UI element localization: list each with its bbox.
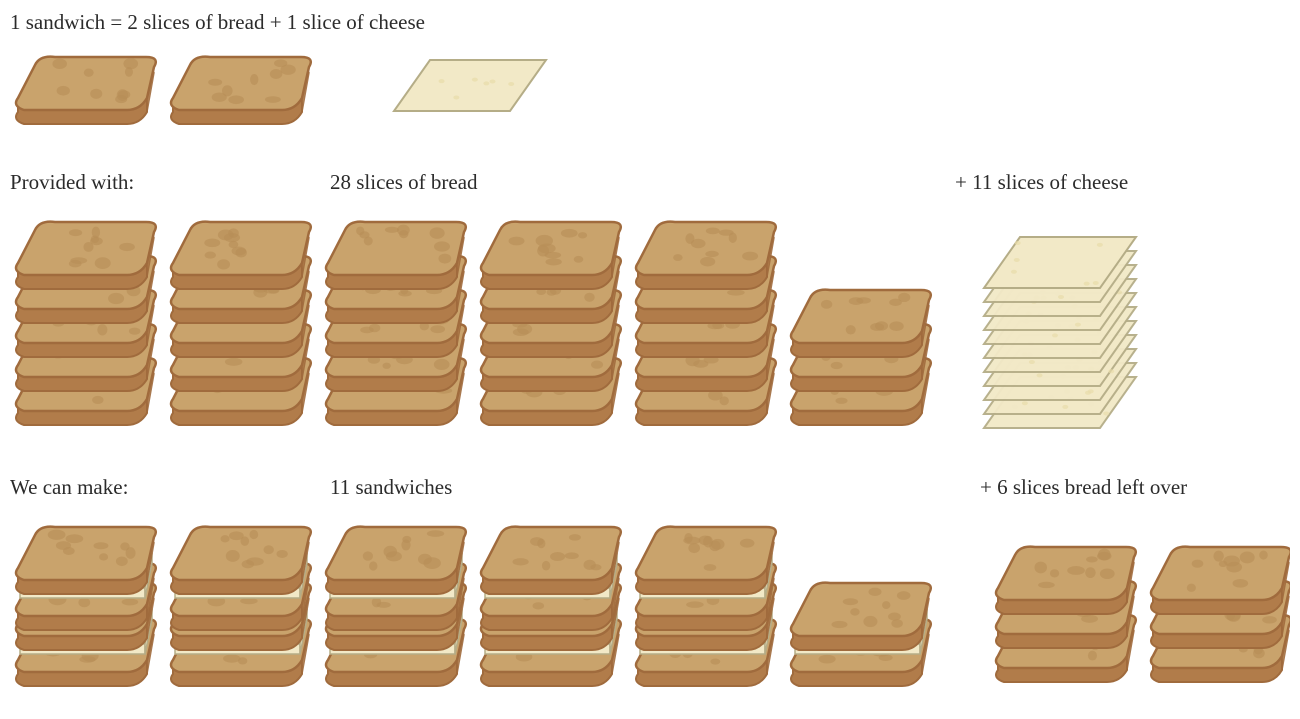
bread-stack <box>791 290 931 425</box>
sandwich-stack <box>636 527 776 686</box>
bread-stack <box>171 222 311 425</box>
provided-cheese-label: + 11 slices of cheese <box>955 170 1128 195</box>
section-equation: 1 sandwich = 2 slices of bread + 1 slice… <box>10 10 1290 140</box>
sandwich-stack <box>326 527 466 686</box>
equation-graphics <box>10 50 610 140</box>
result-left-label: We can make: <box>10 475 128 500</box>
result-labels: We can make: 11 sandwiches + 6 slices brea… <box>10 475 1290 505</box>
bread-stack <box>636 222 776 425</box>
bread-stack <box>16 222 156 425</box>
provided-labels: Provided with: 28 slices of bread + 11 sli… <box>10 170 1290 200</box>
provided-graphics <box>10 215 1290 445</box>
sandwich-stack <box>791 583 931 686</box>
result-leftover-label: + 6 slices bread left over <box>980 475 1187 500</box>
equation-text-row: 1 sandwich = 2 slices of bread + 1 slice… <box>10 10 1290 35</box>
cheese-slice <box>394 60 546 111</box>
bread-stack <box>326 222 466 425</box>
provided-left-label: Provided with: <box>10 170 134 195</box>
leftover-bread-stack <box>1151 547 1290 682</box>
sandwich-stack <box>481 527 621 686</box>
result-graphics <box>10 520 1290 700</box>
bread-slice <box>171 57 311 124</box>
sandwich-stack <box>171 527 311 686</box>
leftover-bread-stack <box>996 547 1136 682</box>
provided-bread-label: 28 slices of bread <box>330 170 478 195</box>
cheese-stack <box>984 237 1136 428</box>
section-provided: Provided with: 28 slices of bread + 11 sli… <box>10 170 1290 445</box>
sandwich-stack <box>16 527 156 686</box>
bread-slice <box>16 57 156 124</box>
bread-stack <box>481 222 621 425</box>
section-result: We can make: 11 sandwiches + 6 slices brea… <box>10 475 1290 700</box>
equation-text: 1 sandwich = 2 slices of bread + 1 slice… <box>10 10 425 35</box>
result-sandwiches-label: 11 sandwiches <box>330 475 452 500</box>
